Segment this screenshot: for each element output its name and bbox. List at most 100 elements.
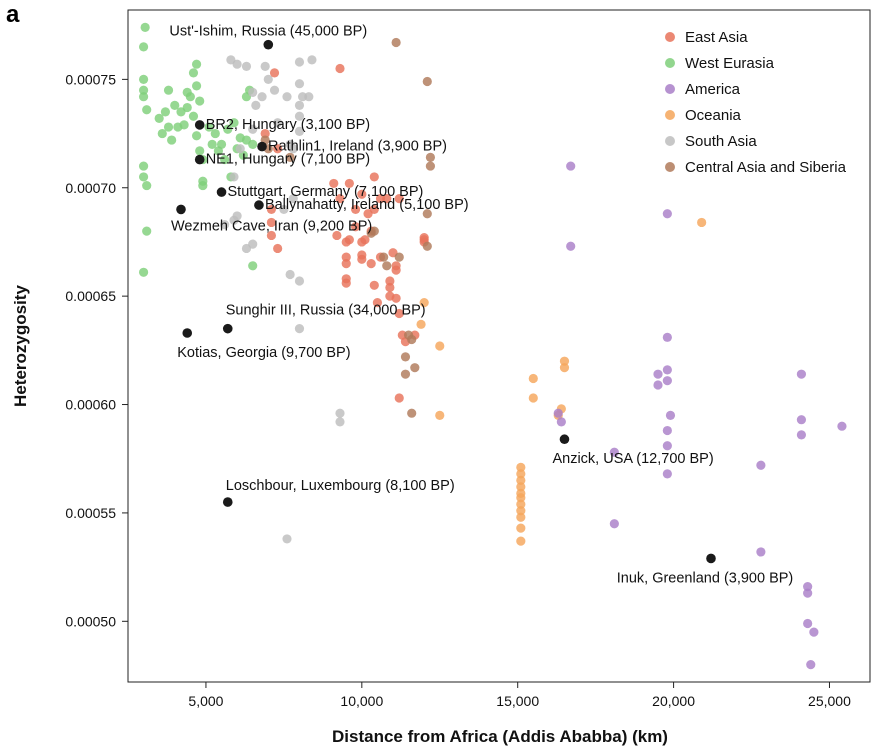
point-south-asia: [232, 59, 242, 69]
point-america: [837, 421, 847, 431]
legend-label: East Asia: [685, 29, 748, 46]
point-america: [662, 332, 672, 342]
legend-label: America: [685, 81, 741, 98]
point-west-eurasia: [154, 113, 164, 123]
y-tick-label: 0.00055: [65, 505, 116, 521]
point-west-eurasia: [142, 226, 152, 236]
point-west-eurasia: [138, 172, 149, 182]
point-east-asia: [382, 193, 392, 204]
point-west-eurasia: [229, 118, 239, 128]
x-tick-label: 5,000: [188, 693, 223, 709]
point-oceania: [435, 410, 445, 420]
point-west-eurasia: [220, 154, 230, 165]
y-tick-label: 0.00075: [65, 71, 116, 87]
ancient-sample-label: Loschbour, Luxembourg (8,100 BP): [226, 478, 455, 494]
point-oceania: [416, 319, 426, 329]
point-south-asia: [257, 92, 267, 102]
ancient-sample-point: [706, 553, 716, 564]
plot-frame: [127, 9, 871, 683]
point-west-eurasia: [160, 107, 171, 117]
point-west-eurasia: [142, 105, 152, 115]
point-america: [665, 410, 676, 420]
point-south-asia: [229, 172, 239, 182]
point-south-asia: [294, 100, 305, 110]
point-west-eurasia: [223, 124, 233, 134]
point-america: [609, 447, 619, 457]
point-east-asia: [332, 230, 342, 241]
ancient-sample-label: Stuttgart, Germany (7,100 BP): [228, 184, 424, 200]
point-west-eurasia: [191, 81, 202, 91]
legend-label: Central Asia and Siberia: [685, 159, 847, 176]
point-south-asia: [294, 79, 305, 89]
point-south-asia: [273, 118, 283, 128]
point-oceania: [559, 356, 570, 366]
y-tick-label: 0.00060: [65, 397, 116, 413]
point-west-eurasia: [198, 180, 208, 191]
point-oceania: [528, 393, 538, 403]
point-south-asia: [260, 61, 270, 71]
point-south-asia: [248, 87, 258, 97]
point-america: [662, 365, 672, 375]
point-south-asia: [279, 204, 289, 215]
point-america: [662, 376, 672, 386]
point-east-asia: [344, 235, 354, 245]
point-east-asia: [372, 298, 383, 308]
point-east-asia: [391, 265, 401, 275]
point-central-asia-and-siberia: [425, 152, 436, 163]
point-south-asia: [263, 74, 273, 84]
point-central-asia-and-siberia: [407, 334, 417, 345]
point-south-asia: [294, 57, 305, 67]
point-america: [662, 425, 672, 436]
point-america: [553, 408, 563, 418]
ancient-sample-point: [194, 120, 205, 130]
point-south-asia: [241, 61, 252, 71]
ancient-sample-point: [176, 204, 186, 215]
point-west-eurasia: [142, 180, 152, 191]
y-axis: 0.00050 0.00055 0.00060 0.00065 0.00070 0.000…: [65, 71, 128, 629]
point-west-eurasia: [248, 139, 258, 149]
x-axis-title: Distance from Africa (Addis Ababba) (km): [332, 727, 668, 746]
point-central-asia-and-siberia: [425, 161, 436, 171]
x-tick-label: 20,000: [652, 693, 695, 709]
point-south-asia: [307, 55, 317, 65]
point-central-asia-and-siberia: [391, 37, 401, 48]
panel-letter: a: [6, 1, 20, 28]
ancient-sample-point: [263, 39, 274, 50]
point-east-asia: [266, 230, 277, 241]
point-america: [566, 241, 576, 251]
x-tick-label: 15,000: [496, 693, 539, 709]
legend-label: South Asia: [685, 133, 757, 150]
point-south-asia: [294, 126, 305, 136]
ancient-sample-point: [216, 187, 227, 197]
point-america: [662, 209, 672, 219]
point-america: [803, 618, 813, 629]
point-east-asia: [260, 128, 270, 139]
point-east-asia: [369, 172, 379, 182]
point-south-asia: [288, 193, 298, 204]
ancient-sample-point: [559, 434, 570, 445]
point-east-asia: [394, 308, 404, 319]
point-south-asia: [229, 215, 239, 225]
point-west-eurasia: [138, 74, 149, 84]
point-east-asia: [329, 178, 339, 189]
point-america: [566, 161, 576, 171]
point-america: [806, 660, 816, 670]
point-south-asia: [269, 85, 280, 95]
ancient-sample-label: Kotias, Georgia (9,700 BP): [177, 345, 350, 361]
point-oceania: [516, 536, 526, 546]
point-west-eurasia: [163, 122, 174, 132]
point-america: [653, 380, 663, 390]
legend: East Asia West Eurasia America Oceania South…: [665, 29, 847, 176]
point-east-asia: [391, 293, 401, 303]
point-oceania: [516, 512, 526, 522]
ancient-sample-label: Rathlin1, Ireland (3,900 BP): [268, 139, 447, 155]
point-west-eurasia: [210, 128, 220, 139]
point-oceania: [516, 493, 526, 503]
point-east-asia: [394, 393, 404, 403]
point-america: [796, 369, 807, 379]
y-axis-title: Heterozygosity: [11, 285, 30, 407]
x-tick-label: 25,000: [808, 693, 851, 709]
point-west-eurasia: [195, 96, 205, 106]
